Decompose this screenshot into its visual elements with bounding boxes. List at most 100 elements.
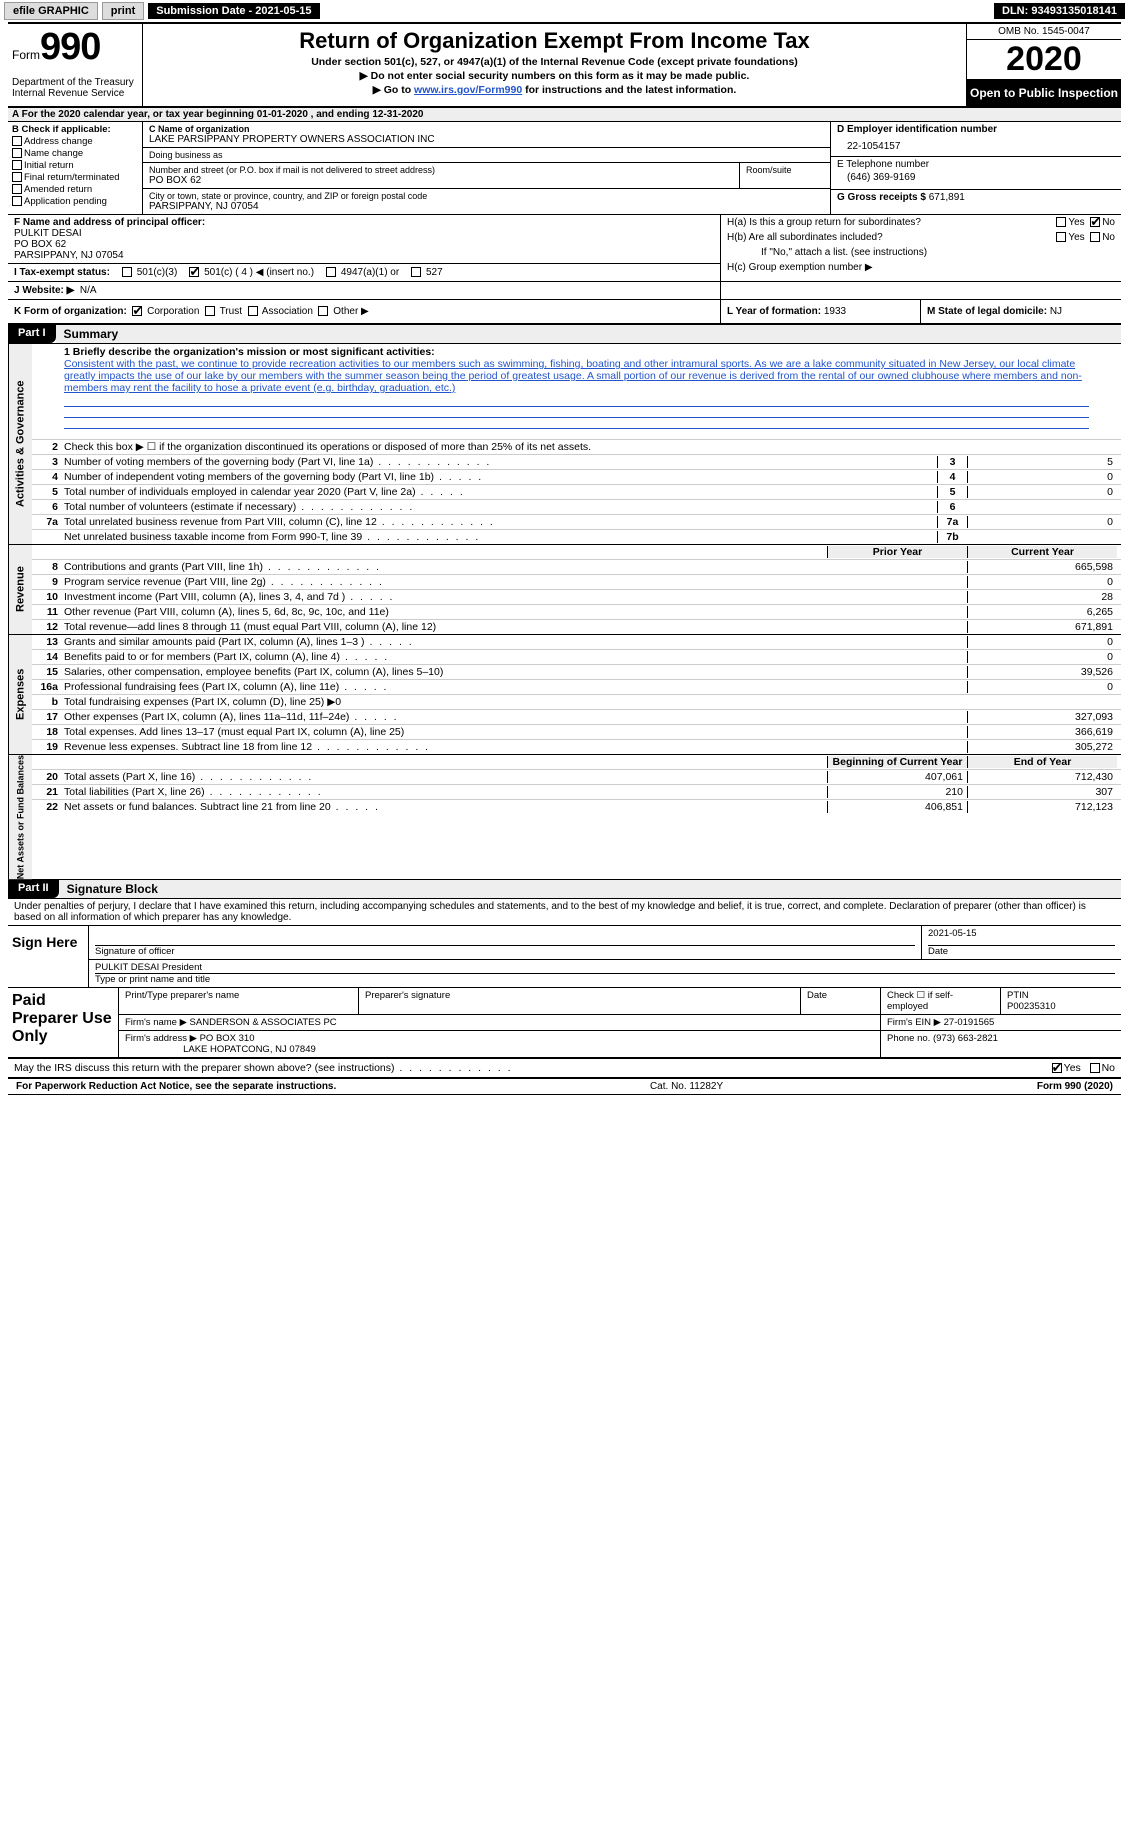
perjury-text: Under penalties of perjury, I declare th…: [8, 899, 1121, 926]
prep-h1: Print/Type preparer's name: [119, 988, 359, 1014]
form-note-1: ▶ Do not enter social security numbers o…: [149, 70, 960, 82]
cb-corp[interactable]: [132, 306, 142, 316]
section-f-h: F Name and address of principal officer:…: [8, 215, 1121, 282]
line-3-desc: Number of voting members of the governin…: [64, 456, 937, 468]
box-e-label: E Telephone number: [837, 159, 1115, 170]
opt-name: Name change: [24, 148, 83, 159]
city-label: City or town, state or province, country…: [149, 191, 824, 201]
discuss-row: May the IRS discuss this return with the…: [8, 1059, 1121, 1079]
box-i-label: I Tax-exempt status:: [14, 267, 110, 278]
cb-name-change[interactable]: [12, 148, 22, 158]
cb-hb-yes[interactable]: [1056, 232, 1066, 242]
part-2-header: Part II Signature Block: [8, 880, 1121, 899]
discuss-no: No: [1102, 1062, 1115, 1074]
line-21: Total liabilities (Part X, line 26): [64, 786, 827, 798]
cb-ha-yes[interactable]: [1056, 217, 1066, 227]
line-6-desc: Total number of volunteers (estimate if …: [64, 501, 937, 513]
line-9: Program service revenue (Part VIII, line…: [64, 576, 827, 588]
line-5-n: 5: [937, 486, 967, 498]
firm-label: Firm's name ▶: [125, 1017, 187, 1028]
line-8: Contributions and grants (Part VIII, lin…: [64, 561, 827, 573]
cb-other[interactable]: [318, 306, 328, 316]
gross-receipts: 671,891: [929, 192, 965, 203]
line-20-p: 407,061: [827, 771, 967, 783]
footer-right: Form 990 (2020): [1037, 1081, 1113, 1092]
line-16a-c: 0: [967, 681, 1117, 693]
box-d-label: D Employer identification number: [837, 124, 1115, 135]
sig-name-label: Type or print name and title: [95, 974, 210, 985]
sign-here-label: Sign Here: [8, 926, 88, 987]
page-footer: For Paperwork Reduction Act Notice, see …: [8, 1079, 1121, 1095]
irs-link[interactable]: www.irs.gov/Form990: [414, 84, 522, 96]
line-19: Revenue less expenses. Subtract line 18 …: [64, 741, 827, 753]
blank-line-2: [64, 407, 1089, 418]
efile-button[interactable]: efile GRAPHIC: [4, 2, 98, 20]
activities-governance: Activities & Governance 1 Briefly descri…: [8, 344, 1121, 545]
form-number: 990: [40, 26, 100, 68]
cb-hb-no[interactable]: [1090, 232, 1100, 242]
prep-ptin: P00235310: [1007, 1001, 1056, 1012]
dln-label: DLN: 93493135018141: [994, 3, 1125, 19]
line-10: Investment income (Part VIII, column (A)…: [64, 591, 827, 603]
line-9-c: 0: [967, 576, 1117, 588]
cb-discuss-no[interactable]: [1090, 1063, 1100, 1073]
line-5-desc: Total number of individuals employed in …: [64, 486, 937, 498]
cb-trust[interactable]: [205, 306, 215, 316]
line-16b: Total fundraising expenses (Part IX, col…: [64, 696, 827, 708]
print-button[interactable]: print: [102, 2, 144, 20]
discuss-q: May the IRS discuss this return with the…: [14, 1062, 513, 1074]
cb-501c[interactable]: [189, 267, 199, 277]
line-3-v: 5: [967, 456, 1117, 468]
line-4-desc: Number of independent voting members of …: [64, 471, 937, 483]
cb-ha-no[interactable]: [1090, 217, 1100, 227]
line-19-c: 305,272: [967, 741, 1117, 753]
firm-addr1: PO BOX 310: [200, 1033, 255, 1044]
blank-line-1: [64, 396, 1089, 407]
box-ha: H(a) Is this a group return for subordin…: [727, 217, 921, 228]
footer-left: For Paperwork Reduction Act Notice, see …: [16, 1081, 336, 1092]
line-17: Other expenses (Part IX, column (A), lin…: [64, 711, 827, 723]
opt-initial: Initial return: [24, 160, 74, 171]
section-k-l-m: K Form of organization: Corporation Trus…: [8, 300, 1121, 325]
box-d-e-g: D Employer identification number 22-1054…: [831, 122, 1121, 214]
phone-label: Phone no.: [887, 1033, 930, 1044]
form-label: Form: [12, 48, 40, 62]
vlabel-net: Net Assets or Fund Balances: [8, 755, 32, 879]
tax-year: 2020: [967, 40, 1121, 80]
line-4-v: 0: [967, 471, 1117, 483]
line-4-n: 4: [937, 471, 967, 483]
line-15-c: 39,526: [967, 666, 1117, 678]
cb-initial[interactable]: [12, 160, 22, 170]
opt-501c3: 501(c)(3): [137, 267, 178, 278]
ein-label: Firm's EIN ▶: [887, 1017, 941, 1028]
line-14-c: 0: [967, 651, 1117, 663]
line-17-c: 327,093: [967, 711, 1117, 723]
box-hc: H(c) Group exemption number ▶: [721, 260, 1121, 275]
vlabel-exp: Expenses: [8, 635, 32, 754]
mission-text: Consistent with the past, we continue to…: [64, 358, 1082, 394]
line-13: Grants and similar amounts paid (Part IX…: [64, 636, 827, 648]
cb-4947[interactable]: [326, 267, 336, 277]
open-to-public: Open to Public Inspection: [967, 80, 1121, 106]
cb-app-pending[interactable]: [12, 196, 22, 206]
cb-amended[interactable]: [12, 184, 22, 194]
revenue-section: Revenue Prior YearCurrent Year 8Contribu…: [8, 545, 1121, 635]
opt-address: Address change: [24, 136, 93, 147]
org-city: PARSIPPANY, NJ 07054: [149, 201, 824, 212]
cb-527[interactable]: [411, 267, 421, 277]
section-j: J Website: ▶ N/A: [8, 282, 1121, 300]
cb-assoc[interactable]: [248, 306, 258, 316]
cb-address-change[interactable]: [12, 136, 22, 146]
part-1-title: Summary: [56, 325, 1121, 343]
year-formation: 1933: [824, 306, 846, 317]
line-3-n: 3: [937, 456, 967, 468]
col-end: End of Year: [967, 756, 1117, 768]
omb-number: OMB No. 1545-0047: [967, 24, 1121, 40]
cb-501c3[interactable]: [122, 267, 132, 277]
prep-h4a: Check ☐ if self-employed: [881, 988, 1001, 1014]
cb-discuss-yes[interactable]: [1052, 1063, 1062, 1073]
ein: 22-1054157: [837, 135, 1115, 152]
line-20-c: 712,430: [967, 771, 1117, 783]
cb-final[interactable]: [12, 172, 22, 182]
net-assets-section: Net Assets or Fund Balances Beginning of…: [8, 755, 1121, 880]
